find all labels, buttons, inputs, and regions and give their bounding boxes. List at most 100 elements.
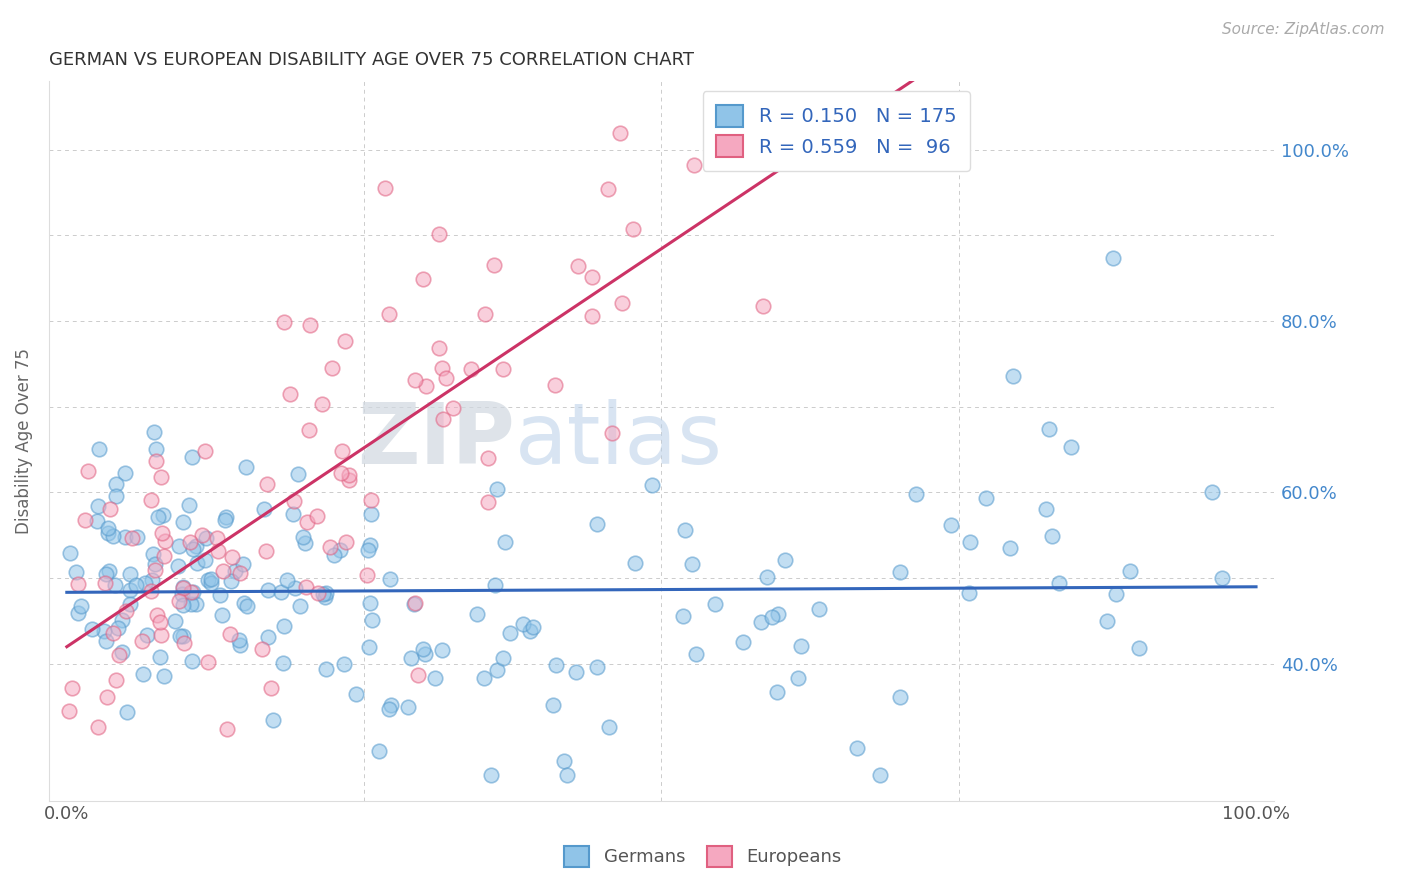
Point xyxy=(150,469,173,483)
Point xyxy=(96,525,118,540)
Point xyxy=(434,370,457,384)
Point xyxy=(415,379,437,393)
Point xyxy=(98,565,121,579)
Point xyxy=(380,698,402,712)
Point xyxy=(197,655,219,669)
Point xyxy=(221,549,243,564)
Point xyxy=(889,690,911,704)
Point xyxy=(145,453,167,467)
Point xyxy=(121,531,143,545)
Point xyxy=(1211,570,1233,584)
Point xyxy=(432,412,454,426)
Point xyxy=(141,493,163,508)
Point xyxy=(761,610,783,624)
Point xyxy=(69,599,91,613)
Point xyxy=(96,567,118,582)
Point xyxy=(486,663,509,677)
Point xyxy=(235,460,257,475)
Point xyxy=(273,619,295,633)
Point xyxy=(356,568,378,582)
Point xyxy=(200,575,222,590)
Point xyxy=(195,531,218,545)
Point xyxy=(333,657,356,671)
Point xyxy=(149,650,172,665)
Point xyxy=(621,221,644,235)
Point xyxy=(295,516,318,530)
Point xyxy=(135,628,157,642)
Point xyxy=(522,619,544,633)
Point xyxy=(360,613,382,627)
Y-axis label: Disability Age Over 75: Disability Age Over 75 xyxy=(15,348,32,534)
Point xyxy=(280,387,302,401)
Point xyxy=(904,487,927,501)
Point xyxy=(253,502,276,516)
Point xyxy=(131,634,153,648)
Text: ZIP: ZIP xyxy=(357,400,515,483)
Point xyxy=(97,521,120,535)
Text: atlas: atlas xyxy=(515,400,723,483)
Text: Source: ZipAtlas.com: Source: ZipAtlas.com xyxy=(1222,22,1385,37)
Point xyxy=(173,636,195,650)
Point xyxy=(357,543,380,558)
Point xyxy=(111,613,134,627)
Point xyxy=(598,182,620,196)
Point xyxy=(957,585,980,599)
Point xyxy=(141,573,163,587)
Point xyxy=(172,629,194,643)
Point xyxy=(600,425,623,440)
Point xyxy=(209,588,232,602)
Point xyxy=(641,478,664,492)
Point xyxy=(512,616,534,631)
Point xyxy=(287,467,309,481)
Point xyxy=(357,640,380,654)
Point xyxy=(167,539,190,553)
Point xyxy=(315,662,337,676)
Point xyxy=(807,601,830,615)
Point xyxy=(869,768,891,782)
Point xyxy=(180,450,202,464)
Point xyxy=(396,699,419,714)
Point xyxy=(283,507,305,521)
Point xyxy=(104,489,127,503)
Point xyxy=(103,529,125,543)
Point xyxy=(731,634,754,648)
Point xyxy=(498,625,520,640)
Point xyxy=(115,603,138,617)
Point xyxy=(125,577,148,591)
Point xyxy=(412,642,434,657)
Point xyxy=(432,361,454,376)
Point xyxy=(378,307,401,321)
Point xyxy=(681,558,703,572)
Point xyxy=(610,296,633,310)
Point xyxy=(288,599,311,614)
Point xyxy=(307,586,329,600)
Point xyxy=(98,502,121,516)
Point xyxy=(1047,576,1070,591)
Point xyxy=(120,597,142,611)
Point xyxy=(1128,640,1150,655)
Point xyxy=(219,626,242,640)
Point xyxy=(413,647,436,661)
Point xyxy=(494,534,516,549)
Point xyxy=(207,543,229,558)
Point xyxy=(143,425,166,439)
Point xyxy=(319,540,342,554)
Point xyxy=(321,361,343,376)
Point xyxy=(544,658,567,673)
Point xyxy=(145,563,167,577)
Point xyxy=(59,546,82,560)
Point xyxy=(482,259,505,273)
Point xyxy=(58,704,80,718)
Point xyxy=(60,681,83,696)
Point xyxy=(298,318,321,332)
Point xyxy=(959,535,981,549)
Point xyxy=(889,565,911,579)
Point xyxy=(108,648,131,662)
Point xyxy=(581,310,603,324)
Point xyxy=(360,508,382,522)
Point xyxy=(86,514,108,528)
Point xyxy=(295,580,318,594)
Point xyxy=(1095,614,1118,628)
Text: GERMAN VS EUROPEAN DISABILITY AGE OVER 75 CORRELATION CHART: GERMAN VS EUROPEAN DISABILITY AGE OVER 7… xyxy=(49,51,695,69)
Point xyxy=(169,629,191,643)
